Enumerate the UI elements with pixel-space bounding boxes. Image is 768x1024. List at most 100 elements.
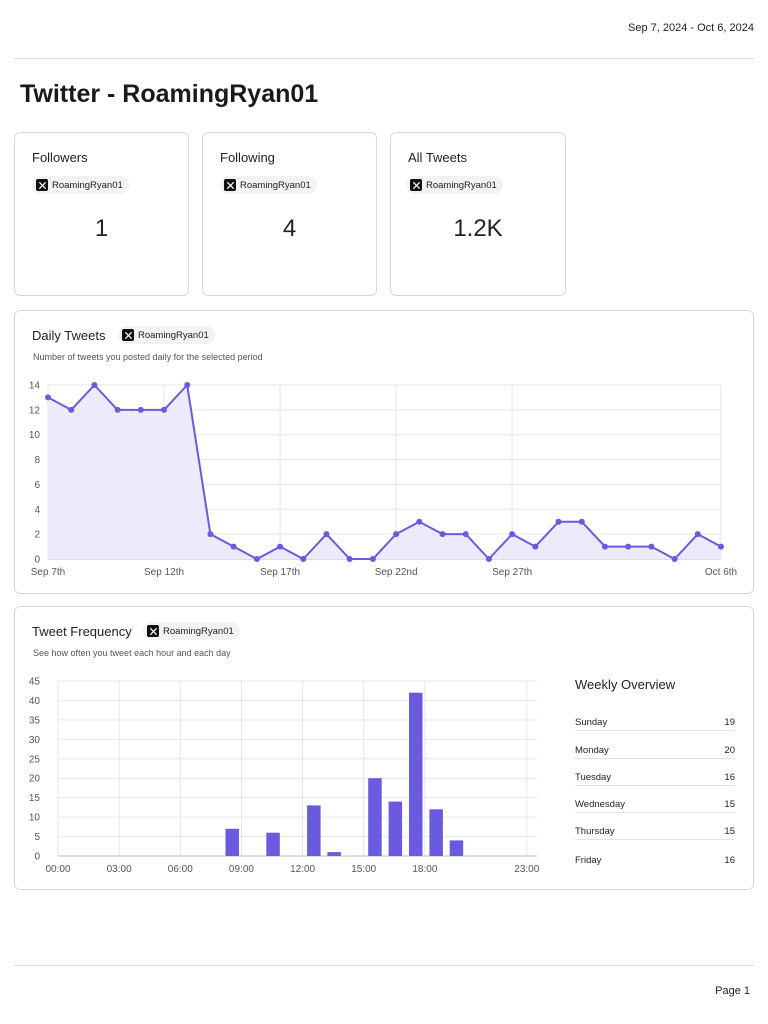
y-tick-label: 25 <box>29 754 41 765</box>
account-chip: RoamingRyan01 <box>118 326 215 344</box>
y-tick-label: 4 <box>34 505 40 516</box>
y-tick-label: 10 <box>29 813 41 824</box>
data-point <box>91 382 98 388</box>
data-point <box>694 531 701 538</box>
bar-17:00 <box>409 692 423 856</box>
x-tick-label: 12:00 <box>290 864 315 875</box>
account-chip: RoamingRyan01 <box>143 622 240 640</box>
bar-10:00 <box>266 832 280 856</box>
weekly-count: 15 <box>724 826 735 838</box>
data-point <box>462 531 469 538</box>
x-tick-label: Sep 27th <box>492 567 532 578</box>
y-tick-label: 0 <box>34 852 40 863</box>
y-tick-label: 5 <box>34 832 40 843</box>
daily-tweets-line <box>47 384 722 560</box>
data-point <box>718 543 724 550</box>
y-tick-label: 40 <box>29 696 41 707</box>
following-card: Following RoamingRyan01 4 <box>202 132 377 296</box>
data-point <box>346 556 353 562</box>
x-tick-label: Oct 6th <box>705 567 737 578</box>
bar-18:00 <box>429 809 443 856</box>
weekly-overview: Weekly Overview Sunday 19 Monday 20 Tuesda… <box>575 677 735 868</box>
data-point <box>369 556 376 562</box>
data-point <box>416 518 423 525</box>
data-point <box>323 531 330 538</box>
bar-12:00 <box>307 805 321 856</box>
data-point <box>485 556 492 562</box>
y-tick-label: 2 <box>34 530 40 541</box>
weekly-count: 16 <box>724 854 735 866</box>
data-point <box>578 518 585 525</box>
y-tick-label: 30 <box>29 735 41 746</box>
weekly-row: Friday 16 <box>575 840 735 867</box>
daily-tweets-area <box>48 385 721 559</box>
data-point <box>393 531 400 538</box>
data-point <box>161 406 168 413</box>
tweet-frequency-chart: 0 5 10 15 20 25 30 35 40 45 00:00 03:00 06:00 09:00 12… <box>29 677 540 876</box>
x-logo-icon <box>224 179 236 191</box>
all-tweets-label: All Tweets <box>408 150 468 165</box>
y-tick-label: 15 <box>29 793 41 804</box>
all-tweets-value: 1.2K <box>453 215 503 242</box>
x-tick-label: Sep 22nd <box>375 567 418 578</box>
y-tick-label: 10 <box>29 430 41 441</box>
all-tweets-card: All Tweets RoamingRyan01 1.2K <box>390 132 566 296</box>
data-point <box>253 556 260 562</box>
data-point <box>532 543 539 550</box>
weekly-day: Sunday <box>575 717 608 729</box>
weekly-day: Thursday <box>575 826 615 838</box>
weekly-count: 19 <box>724 717 735 729</box>
y-tick-label: 0 <box>34 555 40 566</box>
y-tick-label: 6 <box>34 480 40 491</box>
weekly-overview-title: Weekly Overview <box>575 677 676 692</box>
daily-tweets-chart: 0 2 4 6 8 10 12 14 Sep 7th Sep 12th Sep 17th Sep 22… <box>29 381 737 579</box>
weekly-day: Monday <box>575 744 609 756</box>
weekly-row: Wednesday 15 <box>575 786 735 814</box>
x-tick-label: 15:00 <box>351 864 376 875</box>
x-tick-label: 06:00 <box>168 864 193 875</box>
account-handle: RoamingRyan01 <box>240 179 311 191</box>
x-tick-label: Sep 17th <box>260 567 300 578</box>
bar-19:00 <box>449 840 464 856</box>
y-tick-label: 14 <box>29 381 41 392</box>
account-handle: RoamingRyan01 <box>163 625 234 637</box>
weekly-count: 15 <box>724 799 735 811</box>
weekly-day: Friday <box>575 854 602 866</box>
bar-08:00 <box>225 828 239 856</box>
account-handle: RoamingRyan01 <box>426 179 497 191</box>
weekly-row: Monday 20 <box>575 731 735 759</box>
weekly-day: Tuesday <box>575 771 612 783</box>
data-point <box>439 531 446 538</box>
daily-tweets-title: Daily Tweets <box>32 328 106 343</box>
following-label: Following <box>220 150 275 165</box>
weekly-row: Thursday 15 <box>575 813 735 841</box>
x-tick-label: 03:00 <box>107 864 132 875</box>
data-point <box>625 543 632 550</box>
x-tick-label: Sep 12th <box>144 567 184 578</box>
weekly-row: Sunday 19 <box>575 704 735 732</box>
y-tick-label: 8 <box>34 455 40 466</box>
x-logo-icon <box>410 179 422 191</box>
data-point <box>509 531 516 538</box>
data-point <box>45 394 51 401</box>
weekly-row: Tuesday 16 <box>575 759 735 786</box>
bar-15:00 <box>368 778 382 856</box>
x-tick-label: 23:00 <box>514 864 539 875</box>
tweet-frequency-subtitle: See how often you tweet each hour and ea… <box>33 648 231 658</box>
account-handle: RoamingRyan01 <box>138 329 209 341</box>
data-point <box>137 406 144 413</box>
followers-card: Followers RoamingRyan01 1 <box>14 132 189 296</box>
data-point <box>300 556 307 562</box>
account-chip: RoamingRyan01 <box>32 176 129 194</box>
tweet-frequency-card: Tweet Frequency RoamingRyan01 See how of… <box>14 606 754 890</box>
followers-value: 1 <box>94 215 109 242</box>
data-point <box>648 543 655 550</box>
header-divider <box>14 58 754 59</box>
y-tick-label: 12 <box>29 405 41 416</box>
daily-tweets-subtitle: Number of tweets you posted daily for th… <box>33 352 263 362</box>
x-tick-label: 18:00 <box>412 864 437 875</box>
daily-tweets-card: Daily Tweets RoamingRyan01 Number of twe… <box>14 310 754 594</box>
x-tick-label: Sep 7th <box>31 567 65 578</box>
weekly-day: Wednesday <box>575 799 625 811</box>
data-point <box>601 543 608 550</box>
